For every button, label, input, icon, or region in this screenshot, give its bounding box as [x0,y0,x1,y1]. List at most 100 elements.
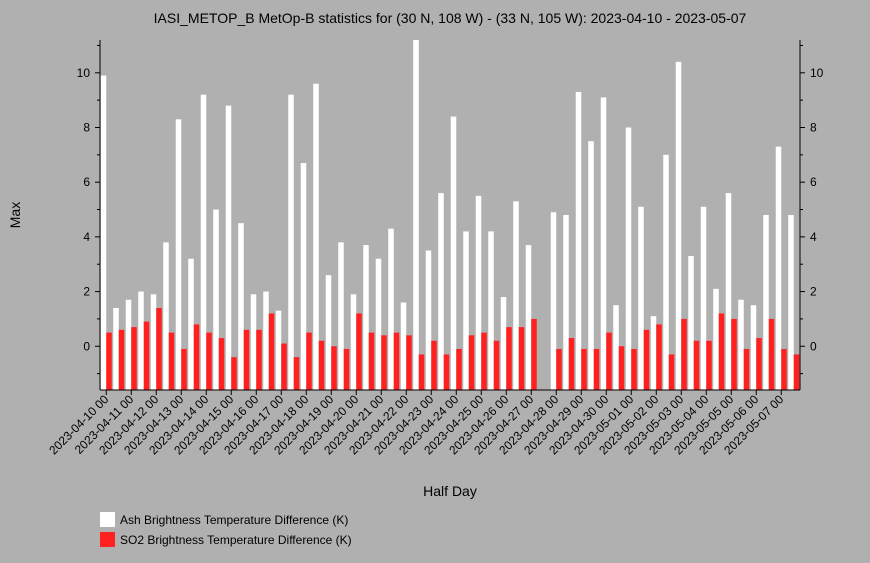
ash-bar-26 [425,250,432,390]
ash-bar-27 [438,193,444,391]
ash-bar-9 [213,209,219,390]
so2-bar-7 [193,324,200,391]
ash-bar-6 [175,119,182,391]
so2-bar-54 [781,348,787,390]
so2-bar-49 [718,313,725,390]
chart-title: IASI_METOP_B MetOp-B statistics for (30 … [154,10,747,26]
so2-bar-15 [293,357,300,390]
so2-bar-18 [331,346,337,390]
ash-bar-8 [200,94,207,390]
so2-bar-31 [493,340,500,390]
ash-bar-2 [125,299,132,390]
so2-bar-44 [656,324,662,391]
ash-bar-52 [750,305,757,390]
so2-bar-19 [343,348,350,390]
ash-bar-13 [263,291,269,390]
ash-bar-40 [600,97,607,391]
so2-bar-47 [693,340,700,390]
so2-bar-53 [768,318,775,390]
ash-bar-0 [100,75,107,391]
ash-bar-45 [663,154,669,390]
so2-bar-24 [406,335,412,390]
ash-bar-22 [375,258,382,390]
y-tick-label-left-0: 0 [83,339,90,353]
y-tick-label-right-1: 2 [810,285,817,299]
so2-bar-1 [118,329,125,390]
y-tick-label-left-1: 2 [83,285,90,299]
y-tick-label-right-2: 4 [810,230,817,244]
ash-bar-49 [713,288,719,390]
ash-bar-33 [513,201,519,390]
y-tick-label-left-2: 4 [83,230,90,244]
ash-bar-53 [763,215,769,390]
legend-swatch-ash [100,512,115,527]
so2-bar-17 [318,340,325,390]
so2-bar-14 [281,343,287,390]
ash-bar-20 [350,294,357,390]
y-tick-label-left-3: 6 [83,175,90,189]
legend-label-ash: Ash Brightness Temperature Difference (K… [120,513,348,527]
ash-bar-38 [575,91,582,390]
legend-label-so2: SO2 Brightness Temperature Difference (K… [120,533,352,547]
so2-bar-12 [256,329,262,390]
ash-bar-5 [163,242,169,390]
so2-bar-10 [231,357,237,390]
so2-bar-42 [631,348,637,390]
so2-bar-50 [731,318,737,390]
so2-bar-2 [131,327,137,390]
y-tick-label-left-5: 10 [77,66,91,80]
ash-bar-39 [588,141,594,390]
ash-bar-10 [225,105,232,391]
so2-bar-40 [606,332,612,390]
so2-bar-22 [381,335,387,390]
ash-bar-37 [563,215,569,390]
legend: Ash Brightness Temperature Difference (K… [100,512,352,547]
so2-bar-21 [368,332,375,390]
so2-bar-5 [168,332,175,390]
so2-bar-11 [243,329,250,390]
ash-bar-47 [688,256,694,390]
so2-bar-52 [756,338,762,390]
so2-bar-41 [618,346,625,390]
y-tick-label-right-3: 6 [810,175,817,189]
ash-bar-11 [238,223,244,390]
so2-bar-29 [468,335,475,390]
so2-bar-28 [456,348,462,390]
ash-bar-19 [338,242,344,390]
so2-bar-45 [668,354,675,390]
ash-bar-15 [288,94,294,390]
so2-bar-25 [418,354,425,390]
ash-bar-23 [388,228,394,390]
ash-bar-14 [275,310,282,390]
so2-bar-55 [793,354,800,390]
ash-bar-36 [550,212,557,390]
y-axis-label: Max [7,202,23,228]
ash-bar-41 [613,305,619,390]
so2-bar-23 [393,332,400,390]
ash-bar-1 [113,307,119,390]
so2-bar-43 [643,329,650,390]
ash-bar-30 [475,195,482,390]
so2-bar-46 [681,318,687,390]
ash-bar-51 [738,299,744,390]
so2-bar-38 [581,348,587,390]
ash-bar-55 [788,215,794,390]
so2-bar-30 [481,332,487,390]
y-tick-label-right-0: 0 [810,339,817,353]
so2-bar-51 [743,348,750,390]
ash-bar-48 [700,206,707,390]
so2-bar-13 [268,313,275,390]
so2-bar-34 [531,318,537,390]
so2-bar-8 [206,332,212,390]
ash-bar-4 [150,294,157,390]
legend-swatch-so2 [100,532,115,547]
ash-bar-43 [638,206,644,390]
ash-bar-25 [413,40,419,390]
bars-group [100,40,800,391]
so2-bar-36 [556,348,562,390]
ash-bar-16 [300,163,307,390]
ash-bar-12 [250,294,257,390]
so2-bar-16 [306,332,312,390]
